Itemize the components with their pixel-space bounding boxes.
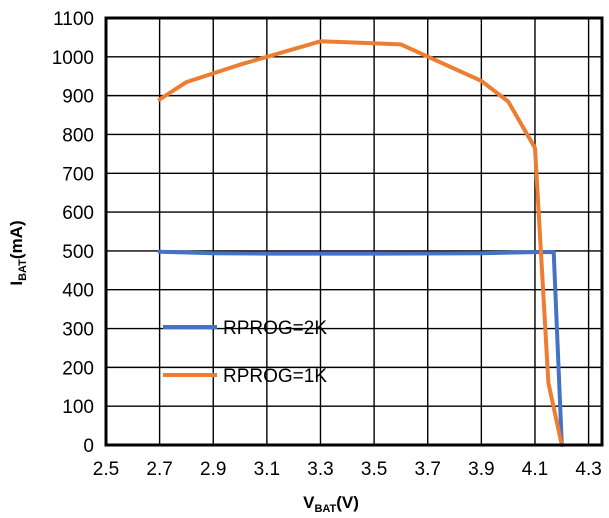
x-tick-label: 2.7 bbox=[146, 459, 172, 480]
y-tick-label: 0 bbox=[83, 436, 94, 457]
x-tick-label: 3.3 bbox=[307, 459, 333, 480]
y-tick-labels: 0 100 200 300 400 500 600 700 800 900 1000 1100 bbox=[52, 9, 94, 457]
y-tick-label: 900 bbox=[62, 87, 94, 108]
series-line-rprog-1k bbox=[157, 39, 564, 447]
y-axis-title-sub: BAT bbox=[17, 259, 29, 281]
y-axis-title-unit: (mA) bbox=[7, 220, 26, 259]
legend-label-rprog-1k: RPROG=1K bbox=[223, 366, 327, 387]
x-tick-label: 3.9 bbox=[468, 459, 494, 480]
y-tick-label: 300 bbox=[62, 320, 94, 341]
x-tick-label: 4.3 bbox=[575, 459, 601, 480]
x-axis-title-main: V bbox=[303, 493, 315, 512]
grid bbox=[106, 18, 602, 445]
y-tick-label: 800 bbox=[62, 125, 94, 146]
y-axis-title-main: I bbox=[7, 281, 26, 286]
plot-frame bbox=[104, 16, 604, 447]
x-tick-label: 3.5 bbox=[361, 459, 387, 480]
y-tick-label: 100 bbox=[62, 397, 94, 418]
y-tick-label: 400 bbox=[62, 281, 94, 302]
x-tick-label: 2.5 bbox=[93, 459, 119, 480]
y-tick-label: 200 bbox=[62, 358, 94, 379]
x-tick-label: 2.9 bbox=[200, 459, 226, 480]
y-axis-title: IBAT(mA) bbox=[7, 220, 29, 285]
y-tick-label: 1100 bbox=[53, 9, 94, 30]
x-axis-title: VBAT(V) bbox=[303, 493, 359, 515]
series-lines bbox=[157, 39, 564, 447]
y-tick-label: 1000 bbox=[52, 48, 94, 69]
y-tick-label: 600 bbox=[62, 203, 94, 224]
x-tick-label: 4.1 bbox=[522, 459, 548, 480]
legend: RPROG=2K RPROG=1K bbox=[163, 318, 327, 387]
x-axis-title-sub: BAT bbox=[314, 503, 336, 515]
x-tick-label: 3.1 bbox=[254, 459, 280, 480]
x-tick-labels: 2.5 2.7 2.9 3.1 3.3 3.5 3.7 3.9 4.1 4.3 bbox=[93, 459, 602, 480]
series-line-rprog-2k bbox=[157, 249, 564, 447]
x-axis-title-unit: (V) bbox=[336, 493, 359, 512]
legend-label-rprog-2k: RPROG=2K bbox=[223, 318, 327, 339]
x-tick-label: 3.7 bbox=[415, 459, 441, 480]
y-tick-label: 500 bbox=[62, 242, 94, 263]
y-tick-label: 700 bbox=[62, 164, 94, 185]
